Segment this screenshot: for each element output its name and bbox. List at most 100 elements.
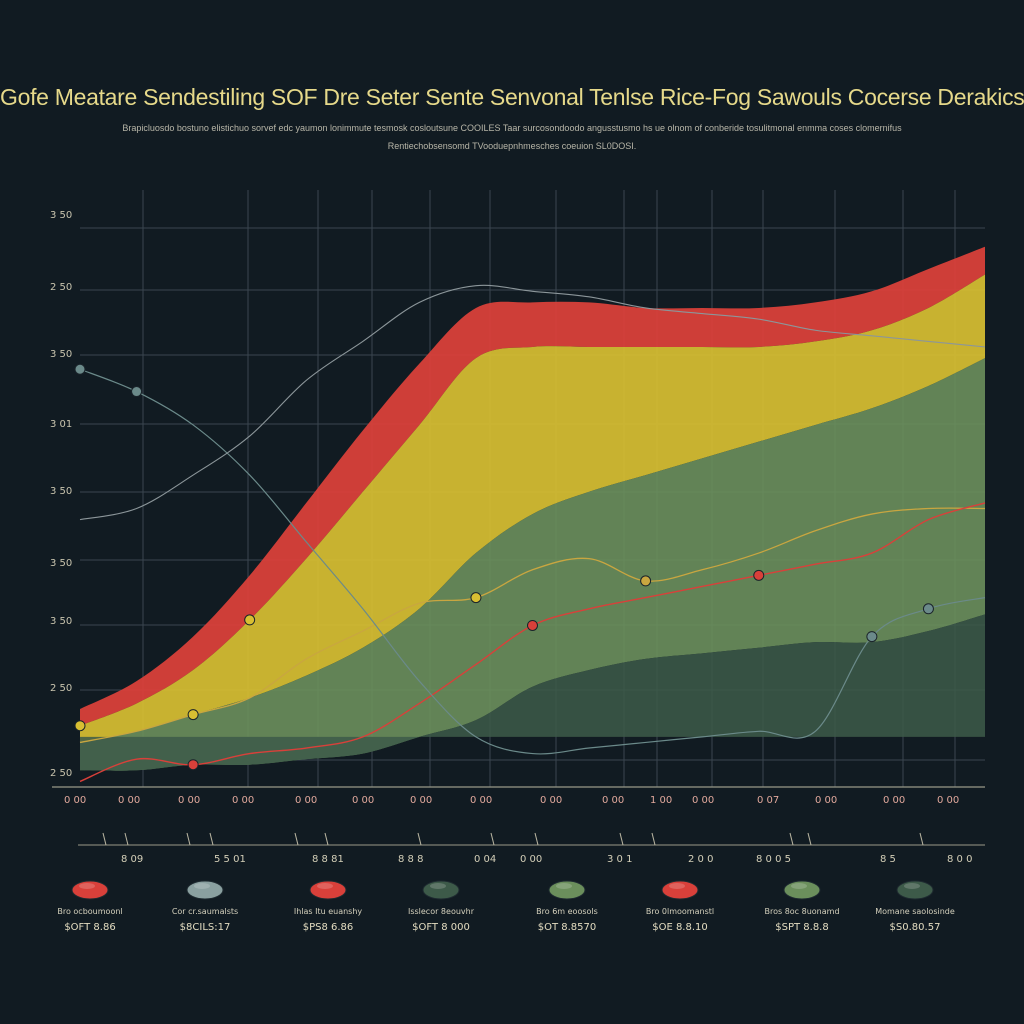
chart-subtitle-line-2: Rentiechobsensomd TVooduepnhmesches coeu… [387, 141, 637, 151]
x-tick-label: 0 00 [470, 795, 492, 806]
legend-label-0: Bro ocboumoonl [57, 907, 122, 916]
legend-swatch-0 [71, 880, 109, 900]
y-tick-label: 2 50 [50, 683, 72, 694]
y-tick-label: 3 50 [50, 210, 72, 221]
legend-label-5: Bro 0lmoomanstl [646, 907, 714, 916]
legend-value-0: $OFT 8.86 [64, 922, 115, 933]
minor-tick-4 [294, 832, 299, 846]
x-tick-label: 0 00 [178, 795, 200, 806]
x-tick-label: 0 00 [540, 795, 562, 806]
x-tick-label: 0 00 [118, 795, 140, 806]
x-tick-label: 0 00 [602, 795, 624, 806]
series-gray-line [79, 284, 986, 521]
data-point-4 [640, 575, 652, 587]
minor-tick-5 [324, 832, 329, 846]
data-point-6 [527, 619, 538, 631]
secondary-x-tick-label: 8 09 [121, 854, 143, 865]
y-tick-label: 3 50 [50, 486, 72, 497]
secondary-x-tick-label: 8 0 0 5 [756, 854, 791, 865]
minor-tick-9 [619, 832, 624, 846]
minor-tick-8 [534, 832, 539, 846]
x-tick-label: 0 00 [410, 795, 432, 806]
x-tick-label: 0 00 [64, 795, 86, 806]
legend-swatch-2 [309, 880, 347, 900]
legend-label-7: Momane saolosinde [875, 907, 955, 916]
data-point-11 [922, 603, 934, 615]
legend-label-3: Isslecor 8eouvhr [408, 907, 475, 916]
series-yellow-band [80, 274, 985, 743]
legend-label-1: Cor cr.saumalsts [172, 907, 238, 916]
secondary-x-tick-label: 8 8 8 [398, 854, 423, 865]
legend-swatch-1 [186, 880, 224, 900]
data-point-1 [244, 614, 256, 626]
legend-swatch-highlight-5 [669, 883, 685, 889]
x-tick-label: 0 07 [757, 795, 779, 806]
legend-label-6: Bros 8oc 8uonamd [764, 907, 839, 916]
series-slate-line [79, 368, 986, 755]
minor-tick-12 [807, 832, 812, 846]
x-tick-label: 0 00 [883, 795, 905, 806]
data-point-5 [187, 759, 199, 771]
minor-tick-7 [490, 832, 495, 846]
legend-value-3: $OFT 8 000 [412, 922, 470, 933]
legend-swatch-6 [783, 880, 821, 900]
legend-swatch-highlight-0 [79, 883, 95, 889]
x-tick-label: 0 00 [937, 795, 959, 806]
x-tick-label: 0 00 [692, 795, 714, 806]
legend-swatch-highlight-3 [430, 883, 446, 889]
minor-tick-1 [124, 832, 129, 846]
chart-title: Gofe Meatare Sendestiling SOF Dre Seter … [0, 84, 1024, 110]
minor-tick-2 [186, 832, 191, 846]
legend-swatch-highlight-2 [317, 883, 333, 889]
secondary-x-tick-label: 8 0 0 [947, 854, 972, 865]
secondary-x-tick-label: 2 0 0 [688, 854, 713, 865]
legend-value-2: $PS8 6.86 [303, 922, 354, 933]
y-tick-label: 3 50 [50, 349, 72, 360]
x-tick-label: 0 00 [352, 795, 374, 806]
data-point-2 [187, 709, 199, 721]
secondary-x-tick-label: 0 00 [520, 854, 542, 865]
minor-tick-6 [417, 832, 422, 846]
secondary-x-tick-label: 8 5 [880, 854, 896, 865]
x-tick-label: 1 00 [650, 795, 672, 806]
series-red-band [80, 246, 985, 726]
secondary-x-tick-label: 5 5 01 [214, 854, 246, 865]
x-tick-label: 0 00 [295, 795, 317, 806]
y-tick-label: 2 50 [50, 282, 72, 293]
legend-swatch-highlight-7 [904, 883, 920, 889]
legend-swatch-7 [896, 880, 934, 900]
legend-value-6: $SPT 8.8.8 [775, 922, 828, 933]
series-light-green-band [80, 358, 985, 771]
legend-swatch-5 [661, 880, 699, 900]
series-gold-line [79, 507, 986, 744]
secondary-x-tick-label: 3 0 1 [607, 854, 632, 865]
legend-swatch-3 [422, 880, 460, 900]
legend-label-2: Ihlas Itu euanshy [294, 907, 363, 916]
x-tick-label: 0 00 [232, 795, 254, 806]
y-tick-label: 3 50 [50, 616, 72, 627]
minor-tick-13 [919, 832, 924, 846]
x-tick-label: 0 00 [815, 795, 837, 806]
minor-tick-10 [651, 832, 656, 846]
legend-value-1: $8CILS:17 [180, 922, 231, 933]
chart-subtitle-line-1: Brapicluosdo bostuno elistichuo sorvef e… [122, 123, 902, 133]
data-point-0 [74, 720, 86, 732]
data-point-10 [866, 631, 878, 643]
data-point-9 [131, 386, 143, 398]
legend-swatch-highlight-6 [791, 883, 807, 889]
data-point-7 [753, 569, 765, 581]
data-point-8 [74, 363, 86, 375]
legend-swatch-highlight-4 [556, 883, 572, 889]
minor-tick-11 [789, 832, 794, 846]
legend-value-4: $OT 8.8570 [538, 922, 597, 933]
legend-swatch-highlight-1 [194, 883, 210, 889]
secondary-x-tick-label: 0 04 [474, 854, 496, 865]
y-tick-label: 3 50 [50, 558, 72, 569]
secondary-x-tick-label: 8 8 81 [312, 854, 344, 865]
legend-value-5: $OE 8.8.10 [652, 922, 708, 933]
legend-value-7: $S0.80.57 [890, 922, 941, 933]
data-point-3 [470, 592, 482, 604]
y-tick-label: 2 50 [50, 768, 72, 779]
